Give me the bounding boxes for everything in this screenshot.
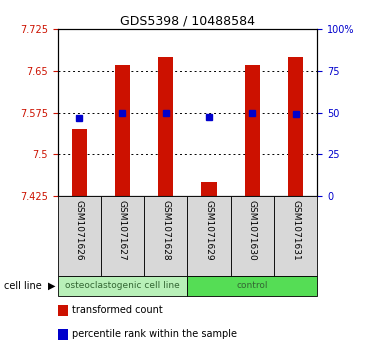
Text: GSM1071630: GSM1071630 (248, 200, 257, 261)
Bar (144, 196, 187, 276)
Bar (187, 196, 231, 276)
Bar (201, 182, 217, 196)
Bar (288, 57, 303, 196)
Bar (231, 196, 274, 276)
Bar (59, 305, 68, 315)
Text: cell line  ▶: cell line ▶ (4, 281, 55, 291)
Bar (245, 65, 260, 196)
Bar (101, 196, 144, 276)
Bar (274, 196, 317, 276)
Text: GSM1071631: GSM1071631 (291, 200, 300, 261)
Bar (115, 65, 130, 196)
Bar (59, 329, 68, 339)
Bar (187, 276, 317, 296)
Text: osteoclastogenic cell line: osteoclastogenic cell line (65, 281, 180, 290)
Bar (72, 129, 87, 196)
Text: transformed count: transformed count (72, 305, 163, 315)
Text: control: control (237, 281, 268, 290)
Text: GSM1071628: GSM1071628 (161, 200, 170, 261)
Text: GSM1071626: GSM1071626 (75, 200, 83, 261)
Bar (158, 57, 173, 196)
Bar (58, 276, 187, 296)
Text: GSM1071629: GSM1071629 (204, 200, 213, 261)
Text: GSM1071627: GSM1071627 (118, 200, 127, 261)
Bar (58, 196, 101, 276)
Title: GDS5398 / 10488584: GDS5398 / 10488584 (120, 15, 255, 28)
Text: percentile rank within the sample: percentile rank within the sample (72, 329, 237, 339)
